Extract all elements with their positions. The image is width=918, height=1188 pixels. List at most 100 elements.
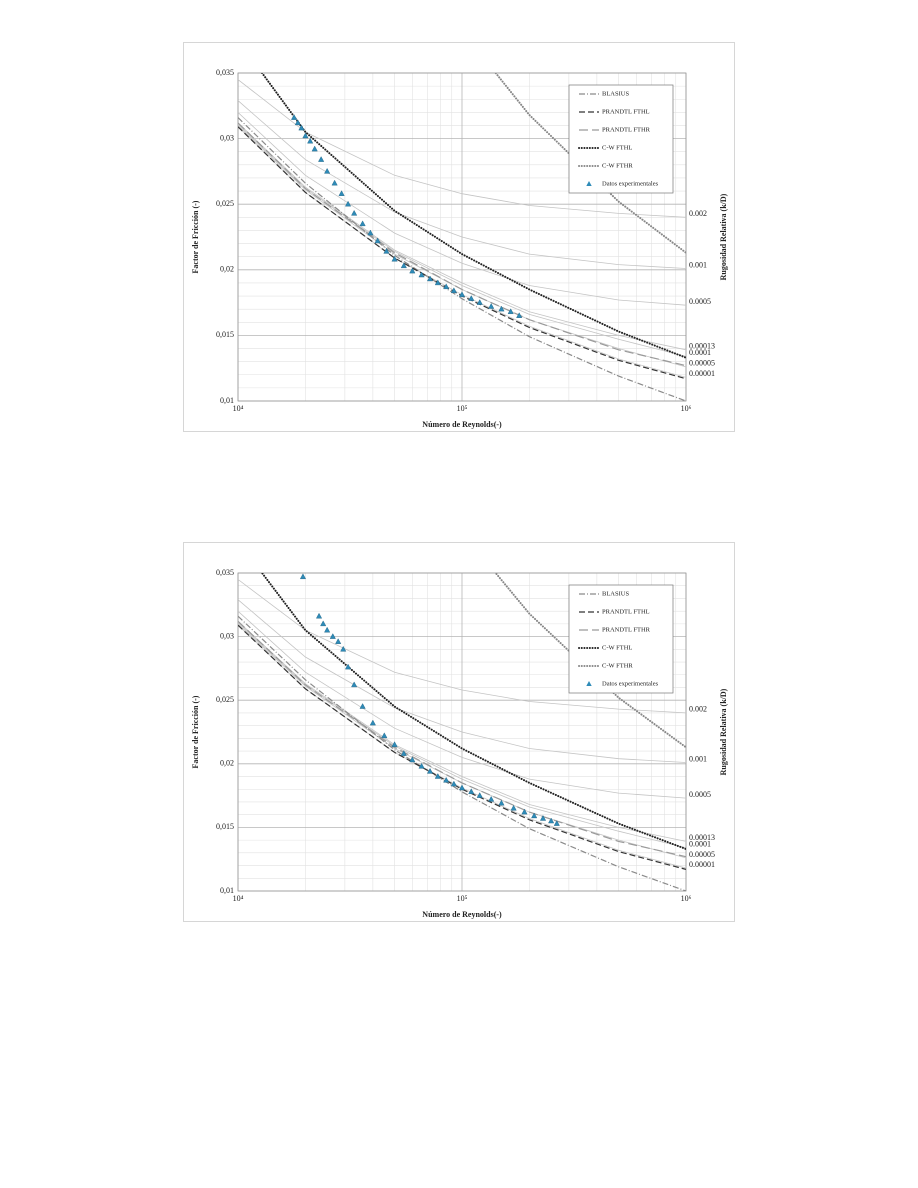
- data-point: [516, 312, 523, 318]
- plot-frame: [237, 572, 687, 892]
- data-point: [409, 756, 416, 763]
- y-tick-label: 0,01: [220, 396, 234, 405]
- data-point: [315, 612, 323, 619]
- y-tick-label: 0,035: [216, 68, 234, 77]
- data-point: [367, 229, 374, 236]
- data-point: [488, 303, 495, 309]
- roughness-label: 0.00013: [689, 833, 715, 842]
- y-axis-title: Factor de Fricción (-): [191, 695, 200, 768]
- roughness-label: 0.001: [689, 260, 707, 269]
- data-point: [298, 124, 305, 131]
- data-point: [434, 279, 441, 286]
- series-line: [238, 117, 686, 401]
- plot-frame: [237, 72, 687, 402]
- data-point: [324, 167, 331, 174]
- series-line: [260, 573, 686, 850]
- data-point: [458, 784, 466, 791]
- x-tick-label: 10⁴: [233, 894, 244, 903]
- roughness-label: 0.0001: [689, 348, 711, 357]
- roughness-line: [238, 100, 686, 269]
- series-line: [238, 620, 686, 858]
- data-point: [531, 812, 538, 819]
- data-point: [335, 638, 342, 644]
- roughness-label: 0.00001: [689, 369, 715, 378]
- roughness-label: 0.002: [689, 705, 707, 714]
- legend-box: [568, 584, 674, 694]
- data-point: [507, 308, 514, 314]
- data-point: [338, 190, 345, 196]
- legend-label: Datos experimentales: [602, 680, 659, 687]
- roughness-label: 0.002: [689, 209, 707, 218]
- data-point: [434, 773, 441, 779]
- data-point: [340, 645, 347, 652]
- y-tick-label: 0,025: [216, 695, 234, 704]
- data-point: [498, 799, 505, 806]
- legend-marker: [586, 181, 592, 186]
- data-point: [443, 283, 450, 290]
- data-point: [476, 792, 483, 798]
- data-point: [311, 145, 318, 152]
- data-point: [488, 795, 495, 802]
- roughness-label: 0.00001: [689, 860, 715, 869]
- plot-area: [238, 573, 686, 891]
- y-tick-label: 0,015: [216, 822, 234, 831]
- legend-label: PRANDTL FTHR: [602, 126, 651, 133]
- y-tick-label: 0,01: [220, 886, 234, 895]
- legend-label: C-W FTHL: [602, 144, 632, 151]
- x-tick-label: 10⁶: [681, 404, 692, 413]
- roughness-label: 0.001: [689, 754, 707, 763]
- data-point: [468, 295, 475, 301]
- data-point: [539, 815, 547, 821]
- legend-label: BLASIUS: [602, 590, 629, 597]
- y-tick-label: 0,025: [216, 199, 234, 208]
- data-point: [400, 750, 407, 756]
- series-line: [238, 122, 686, 367]
- data-point: [400, 262, 407, 269]
- data-point: [291, 114, 298, 120]
- roughness-label: 0.0001: [689, 840, 711, 849]
- data-point: [458, 291, 466, 297]
- data-point: [443, 776, 450, 783]
- x-axis-title: Número de Reynolds(-): [422, 910, 502, 919]
- data-point: [548, 817, 555, 824]
- legend-label: Datos experimentales: [602, 180, 659, 187]
- y2-axis-title: Rugosidad Relativa (k/D): [719, 193, 728, 280]
- legend-label: BLASIUS: [602, 90, 629, 97]
- legend-label: C-W FTHL: [602, 644, 632, 651]
- data-point: [299, 573, 307, 580]
- series-line: [238, 615, 686, 891]
- data-point: [381, 732, 388, 739]
- data-point: [320, 620, 327, 627]
- data-point: [409, 267, 416, 274]
- data-point: [345, 200, 352, 207]
- roughness-label: 0.0005: [689, 297, 711, 306]
- roughness-label: 0.00005: [689, 359, 715, 368]
- data-point: [383, 248, 390, 254]
- y-tick-label: 0,02: [220, 759, 234, 768]
- data-point: [510, 804, 517, 811]
- roughness-line: [238, 599, 686, 763]
- legend-label: PRANDTL FTHR: [602, 626, 651, 633]
- data-point: [324, 626, 331, 633]
- data-point: [359, 703, 366, 709]
- data-point: [391, 741, 398, 747]
- data-point: [302, 132, 309, 139]
- roughness-line: [238, 122, 686, 351]
- data-point: [498, 305, 505, 312]
- data-point: [351, 209, 358, 216]
- roughness-line: [238, 621, 686, 842]
- data-point: [468, 788, 475, 794]
- y-tick-label: 0,035: [216, 568, 234, 577]
- data-point: [521, 808, 528, 815]
- data-point: [418, 762, 425, 769]
- legend-box: [568, 84, 674, 194]
- chart: 10⁴ 10⁵ 10⁶ 0,01 0,015 0,02 0,025 0,03 0,035 Núme…: [183, 42, 735, 432]
- roughness-label: 0.00013: [689, 342, 715, 351]
- legend-label: PRANDTL FTHL: [602, 608, 650, 615]
- data-point: [331, 179, 338, 186]
- data-point: [359, 220, 366, 227]
- x-tick-label: 10⁵: [457, 894, 468, 903]
- roughness-label: 0.00005: [689, 850, 715, 859]
- x-axis-title: Número de Reynolds(-): [422, 420, 502, 429]
- x-tick-label: 10⁴: [233, 404, 244, 413]
